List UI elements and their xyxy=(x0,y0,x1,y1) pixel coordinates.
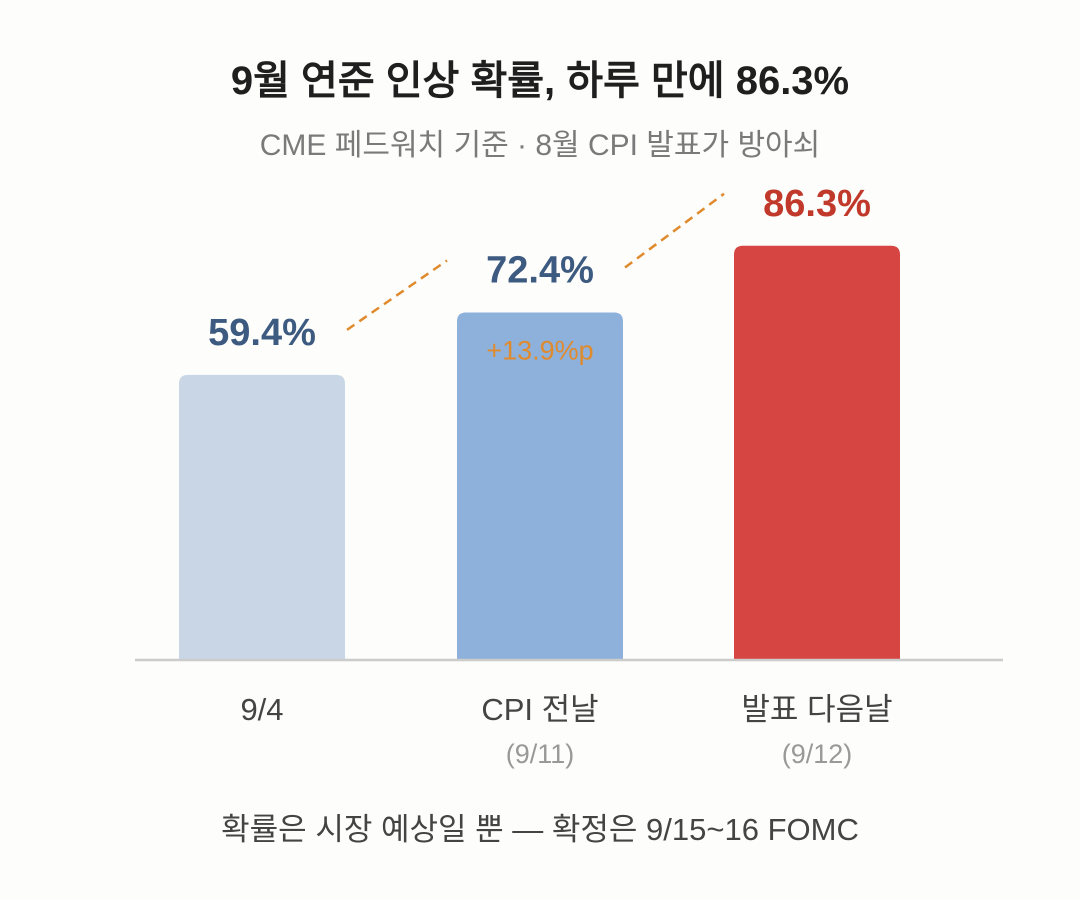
chart-title: 9월 연준 인상 확률, 하루 만에 86.3% xyxy=(230,59,850,103)
value-label-3: 86.3% xyxy=(763,183,871,225)
x-tick-sublabel-3: (9/12) xyxy=(782,739,853,769)
bar-1 xyxy=(179,374,345,660)
trend-segment-2 xyxy=(624,192,725,269)
x-tick-sublabel-2: (9/11) xyxy=(506,739,575,769)
bar-2 xyxy=(457,312,623,660)
value-label-1: 59.4% xyxy=(208,312,316,354)
chart-subtitle: CME 페드워치 기준 · 8월 CPI 발표가 방아쇠 xyxy=(259,129,821,162)
change-annotation: +13.9%p xyxy=(486,335,593,365)
x-tick-label-3: 발표 다음날 xyxy=(741,692,892,727)
x-tick-label-1: 9/4 xyxy=(240,692,283,727)
value-labels: 59.4% 72.4% 86.3% xyxy=(208,183,871,354)
trend-segment-1 xyxy=(346,259,448,331)
value-label-2: 72.4% xyxy=(486,249,594,291)
annotations: +13.9%p xyxy=(486,335,593,365)
trend-lines xyxy=(346,192,725,331)
bars xyxy=(179,245,900,660)
bar-3 xyxy=(734,245,900,660)
footnote: 확률은 시장 예상일 뿐 — 확정은 9/15~16 FOMC xyxy=(221,812,859,847)
x-tick-labels: 9/4 CPI 전날 (9/11) 발표 다음날 (9/12) xyxy=(240,692,892,769)
x-tick-label-2: CPI 전날 xyxy=(481,692,598,727)
